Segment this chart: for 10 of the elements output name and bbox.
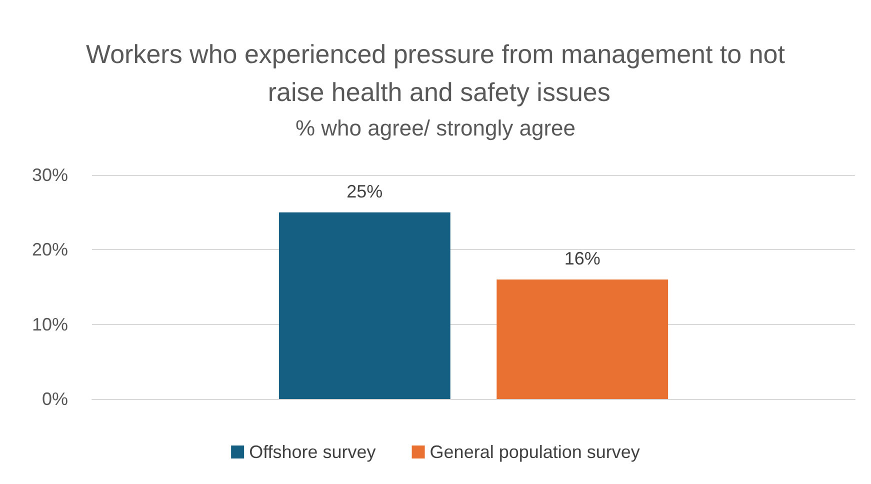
data-label: 25% xyxy=(346,181,383,202)
y-tick-label: 0% xyxy=(42,389,68,409)
y-tick-label: 30% xyxy=(32,165,68,185)
y-tick-label: 20% xyxy=(32,240,68,260)
chart-title: Workers who experienced pressure from management to not raise health and safety issues xyxy=(86,39,786,107)
legend-label: Offshore survey xyxy=(249,442,376,462)
data-label: 16% xyxy=(564,248,600,269)
legend-label: General population survey xyxy=(430,442,640,462)
chart-subtitle: % who agree/ strongly agree xyxy=(295,116,576,140)
y-tick-label: 10% xyxy=(32,314,68,334)
